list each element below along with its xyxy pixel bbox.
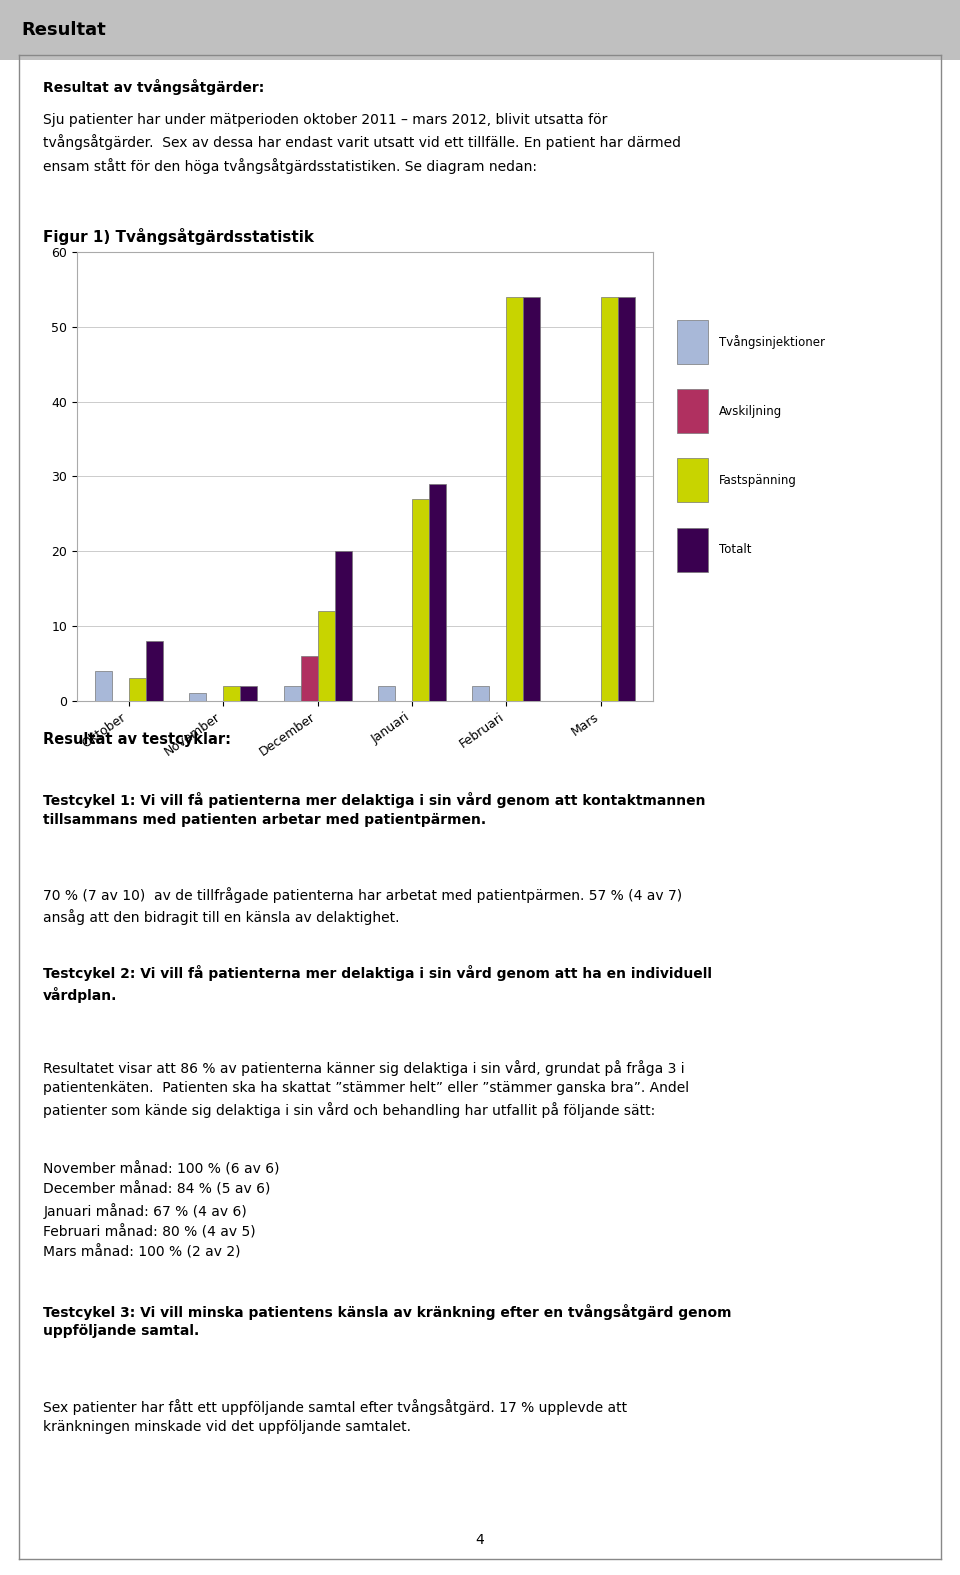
FancyBboxPatch shape: [677, 528, 708, 572]
Text: Sex patienter har fått ett uppföljande samtal efter tvångsåtgärd. 17 % upplevde : Sex patienter har fått ett uppföljande s…: [43, 1399, 627, 1435]
Text: Resultat: Resultat: [21, 20, 106, 39]
Bar: [146, 641, 163, 701]
Text: 70 % (7 av 10)  av de tillfrågade patienterna har arbetat med patientpärmen. 57 : 70 % (7 av 10) av de tillfrågade patient…: [43, 887, 683, 925]
Bar: [223, 687, 240, 701]
Bar: [95, 671, 111, 701]
Text: Testcykel 1: Vi vill få patienterna mer delaktiga i sin vård genom att kontaktma: Testcykel 1: Vi vill få patienterna mer …: [43, 792, 706, 827]
Text: Fastspänning: Fastspänning: [719, 474, 797, 487]
Bar: [283, 687, 300, 701]
Bar: [189, 693, 206, 701]
Text: Totalt: Totalt: [719, 543, 751, 556]
Bar: [129, 679, 146, 701]
Bar: [429, 484, 446, 701]
Text: November månad: 100 % (6 av 6)
December månad: 84 % (5 av 6)
Januari månad: 67 %: November månad: 100 % (6 av 6) December …: [43, 1162, 279, 1260]
Bar: [472, 687, 490, 701]
Bar: [300, 655, 318, 701]
Bar: [378, 687, 395, 701]
Bar: [240, 687, 257, 701]
Text: 4: 4: [475, 1532, 485, 1547]
Text: Tvångsinjektioner: Tvångsinjektioner: [719, 335, 825, 348]
Text: Avskiljning: Avskiljning: [719, 405, 781, 417]
Text: Resultatet visar att 86 % av patienterna känner sig delaktiga i sin vård, grunda: Resultatet visar att 86 % av patienterna…: [43, 1060, 689, 1118]
Bar: [618, 296, 635, 701]
Bar: [318, 611, 335, 701]
Text: Testcykel 2: Vi vill få patienterna mer delaktiga i sin vård genom att ha en ind: Testcykel 2: Vi vill få patienterna mer …: [43, 965, 712, 1003]
FancyBboxPatch shape: [677, 320, 708, 364]
Bar: [335, 551, 351, 701]
Text: Testcykel 3: Vi vill minska patientens känsla av kränkning efter en tvångsåtgärd: Testcykel 3: Vi vill minska patientens k…: [43, 1304, 732, 1339]
Text: Sju patienter har under mätperioden oktober 2011 – mars 2012, blivit utsatta för: Sju patienter har under mätperioden okto…: [43, 113, 682, 173]
Bar: [412, 499, 429, 701]
Text: Figur 1) Tvångsåtgärdsstatistik: Figur 1) Tvångsåtgärdsstatistik: [43, 228, 314, 246]
FancyBboxPatch shape: [677, 389, 708, 433]
Bar: [601, 296, 618, 701]
Bar: [523, 296, 540, 701]
Text: Resultat av testcyklar:: Resultat av testcyklar:: [43, 732, 231, 748]
Text: Resultat av tvångsåtgärder:: Resultat av tvångsåtgärder:: [43, 79, 264, 94]
FancyBboxPatch shape: [677, 458, 708, 502]
Bar: [507, 296, 523, 701]
